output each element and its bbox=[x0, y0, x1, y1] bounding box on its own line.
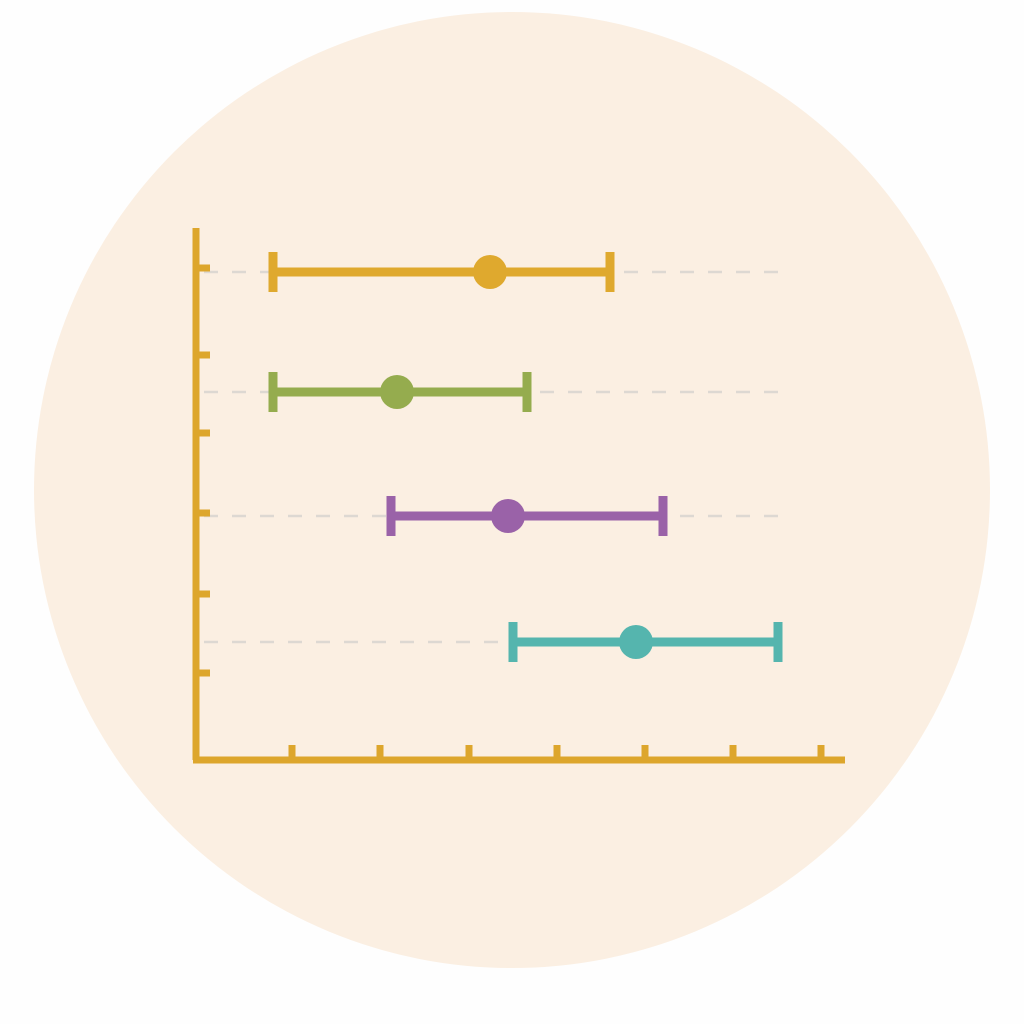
axes bbox=[192, 228, 845, 764]
data-series[interactable] bbox=[268, 252, 615, 292]
data-point-marker[interactable] bbox=[491, 499, 525, 533]
data-series[interactable] bbox=[508, 622, 783, 662]
data-series-layer bbox=[268, 252, 783, 662]
data-point-marker[interactable] bbox=[380, 375, 414, 409]
data-series[interactable] bbox=[268, 372, 532, 412]
data-point-marker[interactable] bbox=[619, 625, 653, 659]
gridlines bbox=[204, 270, 786, 644]
data-point-marker[interactable] bbox=[473, 255, 507, 289]
data-series[interactable] bbox=[386, 496, 668, 536]
